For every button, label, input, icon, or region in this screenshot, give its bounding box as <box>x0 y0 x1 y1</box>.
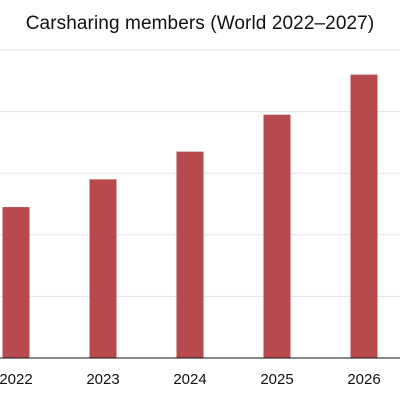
bar-2026 <box>350 74 378 358</box>
bar-2024 <box>176 151 204 358</box>
x-tick-label-2024: 2024 <box>173 371 206 388</box>
chart-title: Carsharing members (World 2022–2027) <box>25 13 375 34</box>
bar-2025 <box>263 114 291 359</box>
x-tick-labels: 2022 2023 2024 2025 2026 <box>0 371 381 388</box>
bar-2022 <box>2 207 30 358</box>
x-tick-label-2025: 2025 <box>260 371 293 388</box>
x-tick-label-2022: 2022 <box>0 371 33 388</box>
bar-2023 <box>89 179 117 358</box>
x-tick-label-2026: 2026 <box>347 371 380 388</box>
bars <box>2 74 378 359</box>
x-tick-label-2023: 2023 <box>86 371 119 388</box>
